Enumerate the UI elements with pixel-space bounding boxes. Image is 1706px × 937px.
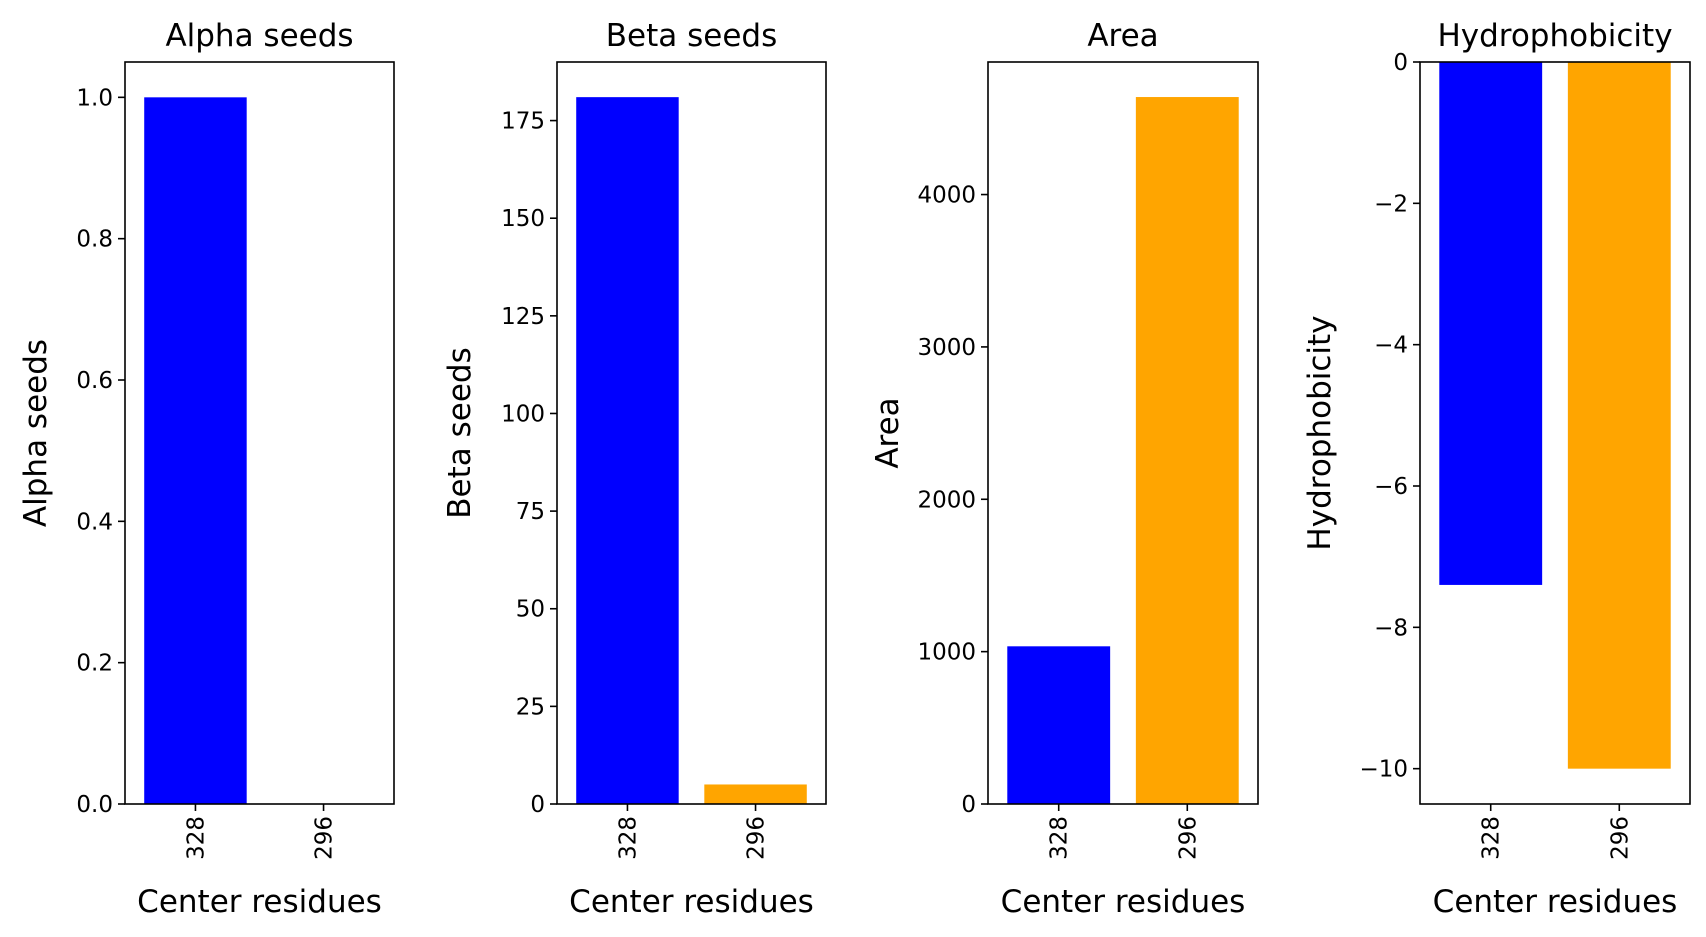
axes-frame	[987, 61, 1259, 805]
bar-296	[1567, 62, 1671, 769]
chart-title: Hydrophobicity	[1437, 18, 1672, 54]
x-tick-label: 328	[183, 816, 209, 860]
y-tick-label: 3000	[917, 335, 976, 361]
chart-title: Beta seeds	[606, 18, 777, 54]
x-tick-label: 328	[1479, 816, 1505, 860]
y-tick-label: 75	[516, 499, 545, 525]
y-tick-label: 0.0	[76, 792, 113, 818]
y-tick-label: 100	[501, 401, 545, 427]
y-tick-label: 25	[516, 694, 545, 720]
y-tick-label: 1.0	[76, 85, 113, 111]
y-tick-label: −4	[1374, 333, 1408, 359]
x-tick-label: 296	[1607, 816, 1633, 860]
bar-296	[1135, 97, 1239, 805]
chart-panel-2: 328 296 0 25 50 75 100 125 150 175 Beta seeds Cente…	[442, 18, 827, 920]
bar-328	[144, 97, 247, 804]
y-tick-label: 175	[501, 109, 545, 135]
x-axis-label: Center residues	[1001, 884, 1246, 920]
bar-296	[704, 784, 807, 804]
y-tick-label: 0.6	[76, 368, 113, 394]
y-tick-label: 0.8	[76, 227, 113, 253]
x-tick-label: 296	[312, 816, 338, 860]
y-tick-label: −8	[1374, 615, 1408, 641]
y-tick-label: 0	[961, 792, 976, 818]
x-axis-label: Center residues	[1433, 884, 1678, 920]
axes-frame	[1419, 61, 1691, 805]
y-axis-label: Alpha seeds	[18, 339, 54, 527]
y-axis-label: Area	[870, 397, 906, 468]
chart-panel-3: 328 296 0 1000 2000 3000 4000 Area Center residu…	[870, 18, 1259, 920]
bar-328	[576, 97, 679, 804]
x-tick-label: 296	[1175, 816, 1201, 860]
x-tick-label: 328	[615, 816, 641, 860]
y-tick-label: 0	[530, 792, 545, 818]
y-tick-label: 0	[1393, 50, 1408, 76]
x-axis-label: Center residues	[569, 884, 814, 920]
y-axis-label: Hydrophobicity	[1302, 315, 1338, 550]
chart-title: Area	[1087, 18, 1158, 54]
axes-frame	[556, 61, 827, 805]
chart-panel-4: 328 296 0 −2 −4 −6 −8 −10 Hydrophobicity Center r…	[1302, 18, 1691, 920]
bar-328	[1439, 62, 1543, 585]
y-tick-label: 1000	[917, 640, 976, 666]
bar-328	[1007, 646, 1111, 804]
y-tick-label: 125	[501, 304, 545, 330]
x-tick-label: 296	[744, 816, 770, 860]
y-tick-label: 4000	[917, 183, 976, 209]
axes-frame	[124, 61, 395, 805]
chart-panel-1: 328 296 0.0 0.2 0.4 0.6 0.8 1.0 Alpha seeds Cente…	[18, 18, 395, 920]
y-tick-label: 2000	[917, 487, 976, 513]
x-axis-label: Center residues	[137, 884, 382, 920]
y-axis-label: Beta seeds	[442, 347, 478, 518]
y-tick-label: 50	[516, 597, 545, 623]
y-tick-label: 150	[501, 206, 545, 232]
y-tick-label: −10	[1359, 757, 1408, 783]
y-tick-label: 0.2	[76, 651, 113, 677]
chart-title: Alpha seeds	[165, 18, 353, 54]
y-tick-label: −6	[1374, 474, 1408, 500]
y-tick-label: 0.4	[76, 509, 113, 535]
y-tick-label: −2	[1374, 191, 1408, 217]
x-tick-label: 328	[1047, 816, 1073, 860]
